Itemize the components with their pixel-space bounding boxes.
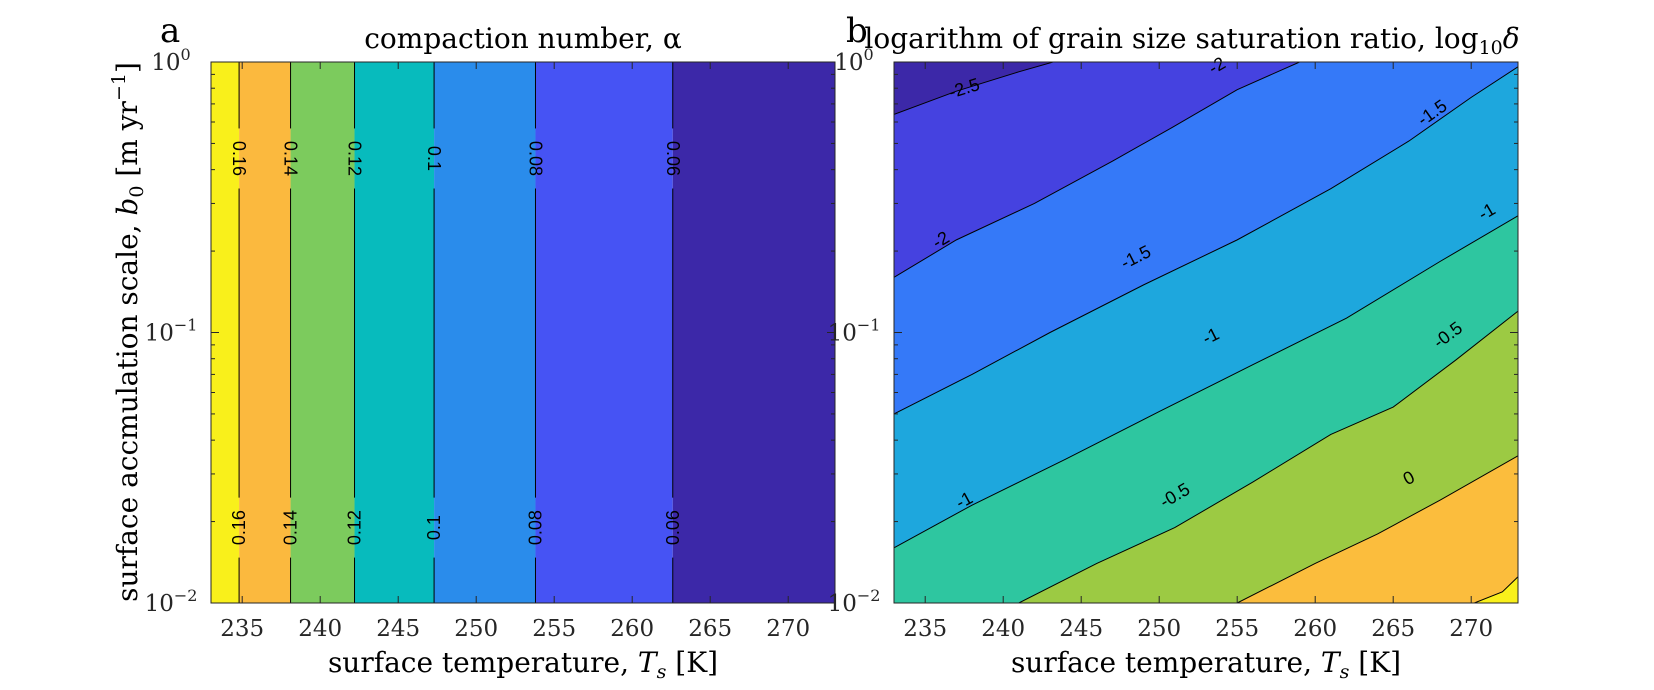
panel-b-xtick-label: 240	[981, 616, 1025, 642]
panel-a-contour-label-text: 0.06	[663, 141, 683, 176]
panel-a: 0.16 0.16 0.14 0.14 0.12 0.12 0.1 0.1 0.08 0.08 0.…	[108, 11, 836, 683]
panel-b-contour-label-text: -1	[1199, 324, 1222, 349]
panel-b-xtick-label: 245	[1059, 616, 1103, 642]
panel-a-contour-label-text: 0.12	[345, 141, 365, 176]
panel-b-contour-line	[894, 215, 1518, 549]
panel-a-contour-labels: 0.16 0.16 0.14 0.14 0.12 0.12 0.1 0.1 0.08 0.08 0.…	[229, 141, 683, 545]
panel-a-contour-lines	[238, 62, 674, 603]
panel-a-fill-band	[672, 62, 835, 603]
panel-a-contour-label: 0.12	[345, 510, 365, 545]
panel-a-ytick-label: 100	[151, 45, 190, 76]
panel-a-contour-label: 0.1	[424, 515, 444, 540]
panel-b-contour-line	[894, 62, 1054, 115]
panel-b-contour-line	[894, 66, 1518, 415]
panel-a-xtick-label: 260	[610, 616, 654, 642]
panel-a-contour-label-text: 0.1	[424, 146, 444, 171]
panel-b-xlabel: surface temperature, Ts [K]	[1011, 646, 1401, 683]
panel-b-contour-lines	[894, 62, 1518, 603]
panel-b-fill-band	[1474, 576, 1518, 603]
panel-a-contour-label: 0.14	[281, 510, 301, 545]
panel-a-xlabel: surface temperature, Ts [K]	[328, 646, 718, 683]
panel-b-ytick-label: 10−1	[828, 316, 881, 347]
panel-b-xtick-label: 250	[1137, 616, 1181, 642]
panel-a-contour-label-text: 0.14	[281, 141, 301, 176]
panel-b-contour-line	[894, 62, 1300, 278]
panel-a-contour-label: 0.16	[229, 510, 249, 545]
panel-a-title: compaction number, α	[364, 22, 682, 55]
panel-a-ytick-label: 10−1	[145, 316, 198, 347]
panel-a-xtick-label: 270	[766, 616, 810, 642]
panel-a-contour-label-text: 0.08	[525, 141, 545, 176]
panel-a-ticks: 235 240 245 250 255 260 265 270 10−2 10−1 100	[145, 45, 835, 642]
panel-a-contour-label: 0.06	[663, 141, 683, 176]
panel-b-ytick-label: 10−2	[828, 586, 881, 617]
panel-b-title: logarithm of grain size saturation ratio…	[864, 22, 1519, 59]
panel-a-letter: a	[160, 11, 180, 51]
panel-a-fill-band	[290, 62, 355, 603]
panel-a-contour-label-text: 0.16	[229, 141, 249, 176]
panel-a-contour-label: 0.1	[424, 146, 444, 171]
panel-b-contour-line	[1236, 455, 1518, 603]
panel-a-contour-label: 0.08	[525, 141, 545, 176]
panel-a-fills	[211, 62, 835, 603]
panel-a-xtick-label: 255	[532, 616, 576, 642]
panel-a-xtick-label: 265	[688, 616, 732, 642]
panel-a-xtick-label: 250	[454, 616, 498, 642]
panel-a-xtick-label: 235	[220, 616, 264, 642]
panel-b-fills	[894, 62, 1518, 603]
panel-b-xtick-label: 270	[1449, 616, 1493, 642]
panel-a-fill-band	[434, 62, 536, 603]
panel-b-contour-label: -1	[1199, 324, 1222, 349]
panel-a-contour-label-text: 0.16	[229, 510, 249, 545]
panel-a-xtick-label: 240	[298, 616, 342, 642]
panel-a-contour-label: 0.16	[229, 141, 249, 176]
panel-b-xtick-label: 260	[1293, 616, 1337, 642]
panel-a-contour-label-text: 0.12	[345, 510, 365, 545]
panel-a-contour-label: 0.12	[345, 141, 365, 176]
panel-b-contour-line	[1474, 576, 1518, 603]
panel-a-xtick-label: 245	[376, 616, 420, 642]
panel-b-xtick-label: 265	[1371, 616, 1415, 642]
panel-b-contour-line	[1018, 310, 1518, 603]
panel-a-contour-label: 0.08	[525, 510, 545, 545]
panel-a-contour-label-text: 0.06	[663, 510, 683, 545]
panel-b-ytick-label: 100	[834, 45, 873, 76]
panel-b-xtick-label: 255	[1215, 616, 1259, 642]
panel-a-contour-label-text: 0.08	[525, 510, 545, 545]
panel-b-xtick-label: 235	[903, 616, 947, 642]
panel-a-fill-band	[239, 62, 291, 603]
panel-a-contour-label-text: 0.14	[281, 510, 301, 545]
panel-b: -2.5-2-2-1.5-1.5-1-1-1-0.5-0.50 235 240 24…	[828, 11, 1520, 683]
panel-a-contour-label-text: 0.1	[424, 515, 444, 540]
panel-a-contour-label: 0.14	[281, 141, 301, 176]
panel-a-ylabel: surface accmulation scale, b0 [m yr−1]	[108, 62, 148, 602]
panel-b-ticks: 235 240 245 250 255 260 265 270 10−2 10−1 100	[828, 45, 1518, 642]
panel-a-fill-band	[535, 62, 673, 603]
panel-a-ytick-label: 10−2	[145, 586, 198, 617]
panel-b-fill-band	[1237, 455, 1518, 603]
panel-a-fill-band	[354, 62, 435, 603]
panel-a-contour-label: 0.06	[663, 510, 683, 545]
panel-b-letter: b	[846, 11, 868, 51]
